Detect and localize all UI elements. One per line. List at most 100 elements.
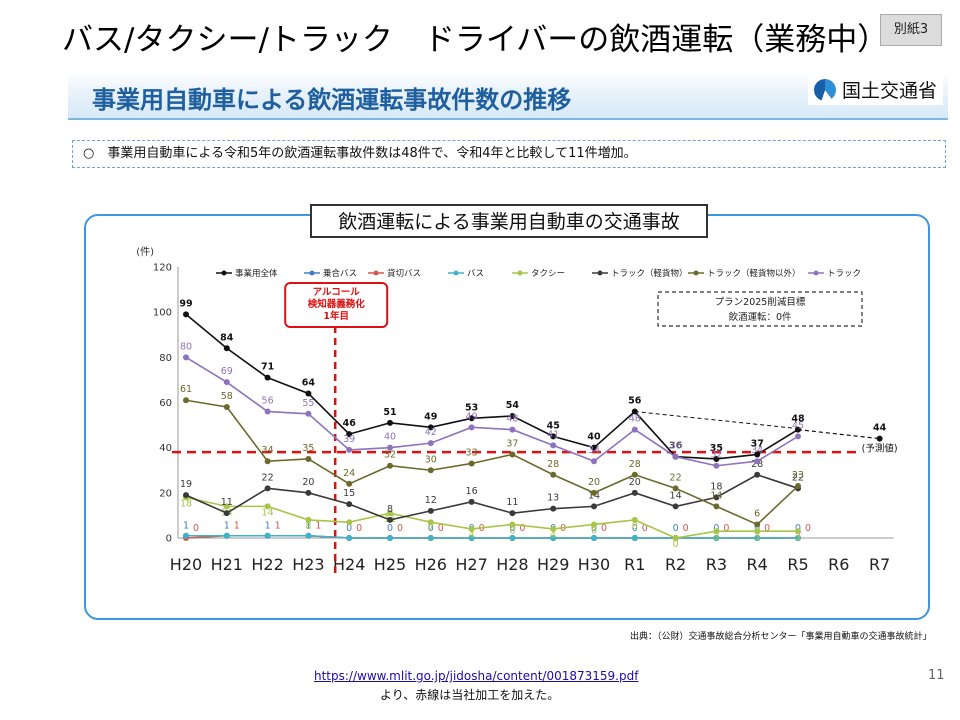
- source-url-link[interactable]: https://www.mlit.go.jp/jidosha/content/0…: [314, 669, 639, 683]
- x-tick-label: R3: [706, 555, 727, 574]
- x-tick-label: R1: [624, 555, 645, 574]
- data-point: [264, 458, 271, 465]
- data-label: 49: [466, 411, 478, 422]
- legend-marker: [373, 270, 379, 276]
- data-label: 6: [754, 508, 760, 519]
- data-label: 51: [383, 407, 396, 418]
- data-point: [631, 535, 638, 541]
- data-point: [509, 521, 516, 528]
- data-label: 35: [302, 443, 314, 454]
- data-label: 34: [262, 445, 274, 456]
- legend-label: 事業用全体: [235, 268, 278, 279]
- series-line: [185, 313, 799, 460]
- data-point: [387, 510, 393, 517]
- data-point: [509, 451, 516, 458]
- data-label: 0: [346, 523, 352, 534]
- data-label: 1: [315, 521, 321, 532]
- data-point: [346, 519, 353, 526]
- y-tick-label: 100: [153, 308, 172, 319]
- data-label: 45: [547, 420, 560, 431]
- legend-label: トラック（軽貨物）: [611, 268, 688, 279]
- data-label: 39: [343, 434, 355, 445]
- data-point: [550, 442, 557, 449]
- page-number: 11: [928, 668, 945, 683]
- data-label: 56: [628, 396, 642, 407]
- data-label: 0: [764, 523, 770, 534]
- data-point: [305, 489, 312, 496]
- data-point: [754, 535, 761, 541]
- data-label: 56: [262, 396, 274, 407]
- data-point: [387, 444, 393, 451]
- data-label: 61: [180, 384, 192, 395]
- data-point: [713, 503, 720, 510]
- x-tick-label: H26: [415, 555, 447, 574]
- data-point: [305, 390, 312, 397]
- data-point: [305, 516, 312, 523]
- data-point: [427, 507, 434, 514]
- data-point: [223, 404, 230, 411]
- data-point: [427, 440, 434, 447]
- data-label: 30: [425, 454, 437, 465]
- data-point: [713, 462, 720, 469]
- data-label: 0: [438, 523, 444, 534]
- data-point: [713, 494, 720, 501]
- series-line: [185, 496, 798, 539]
- projection-label: 44: [873, 423, 887, 434]
- data-point: [387, 535, 393, 541]
- data-point: [795, 535, 801, 541]
- data-label: 0: [397, 523, 403, 534]
- data-point: [509, 510, 516, 517]
- x-tick-label: R7: [869, 555, 890, 574]
- data-point: [713, 535, 720, 541]
- data-label: 0: [193, 523, 199, 534]
- data-label: 20: [588, 477, 600, 488]
- data-point: [591, 489, 597, 496]
- legend-label: 乗合バス: [323, 268, 357, 279]
- data-label: 20: [629, 477, 641, 488]
- data-label: 54: [506, 400, 520, 411]
- data-point: [468, 424, 475, 431]
- data-point: [754, 521, 761, 528]
- data-label: 6: [509, 525, 515, 536]
- data-point: [550, 525, 557, 532]
- data-label: 0: [642, 523, 648, 534]
- data-label: 0: [805, 523, 811, 534]
- data-point: [591, 444, 597, 451]
- data-label: 48: [629, 414, 641, 425]
- data-label: 37: [506, 438, 518, 449]
- panel-title: 飲酒運転による事業用自動車の交通事故: [310, 204, 708, 238]
- data-label: 0: [387, 523, 393, 534]
- x-tick-label: R6: [828, 555, 849, 574]
- x-tick-label: H29: [537, 555, 569, 574]
- vline-callout-text: アルコール: [313, 287, 361, 298]
- x-tick-label: H25: [374, 555, 406, 574]
- legend-marker: [221, 270, 227, 276]
- data-label: 13: [547, 493, 559, 504]
- data-point: [754, 451, 761, 458]
- data-label: 11: [221, 497, 233, 508]
- data-label: 1: [224, 521, 230, 532]
- legend-marker: [693, 270, 699, 276]
- data-point: [223, 510, 230, 517]
- data-label: 16: [466, 486, 478, 497]
- data-label: 23: [792, 470, 804, 481]
- y-tick-label: 120: [153, 263, 172, 274]
- data-point: [550, 471, 557, 478]
- data-label: 0: [683, 523, 689, 534]
- data-label: 35: [710, 443, 723, 454]
- data-point: [672, 453, 679, 460]
- y-tick-label: 20: [159, 488, 172, 499]
- projection-line: [797, 429, 880, 440]
- data-point: [672, 503, 679, 510]
- data-point: [387, 419, 393, 426]
- data-label: 0: [356, 523, 362, 534]
- data-point: [305, 532, 312, 539]
- data-point: [468, 415, 475, 422]
- x-tick-label: H27: [455, 555, 487, 574]
- legend-marker: [813, 270, 819, 276]
- data-point: [468, 525, 475, 532]
- data-point: [223, 379, 230, 386]
- legend-marker: [597, 270, 603, 276]
- data-point: [713, 455, 720, 462]
- data-label: 24: [343, 468, 355, 479]
